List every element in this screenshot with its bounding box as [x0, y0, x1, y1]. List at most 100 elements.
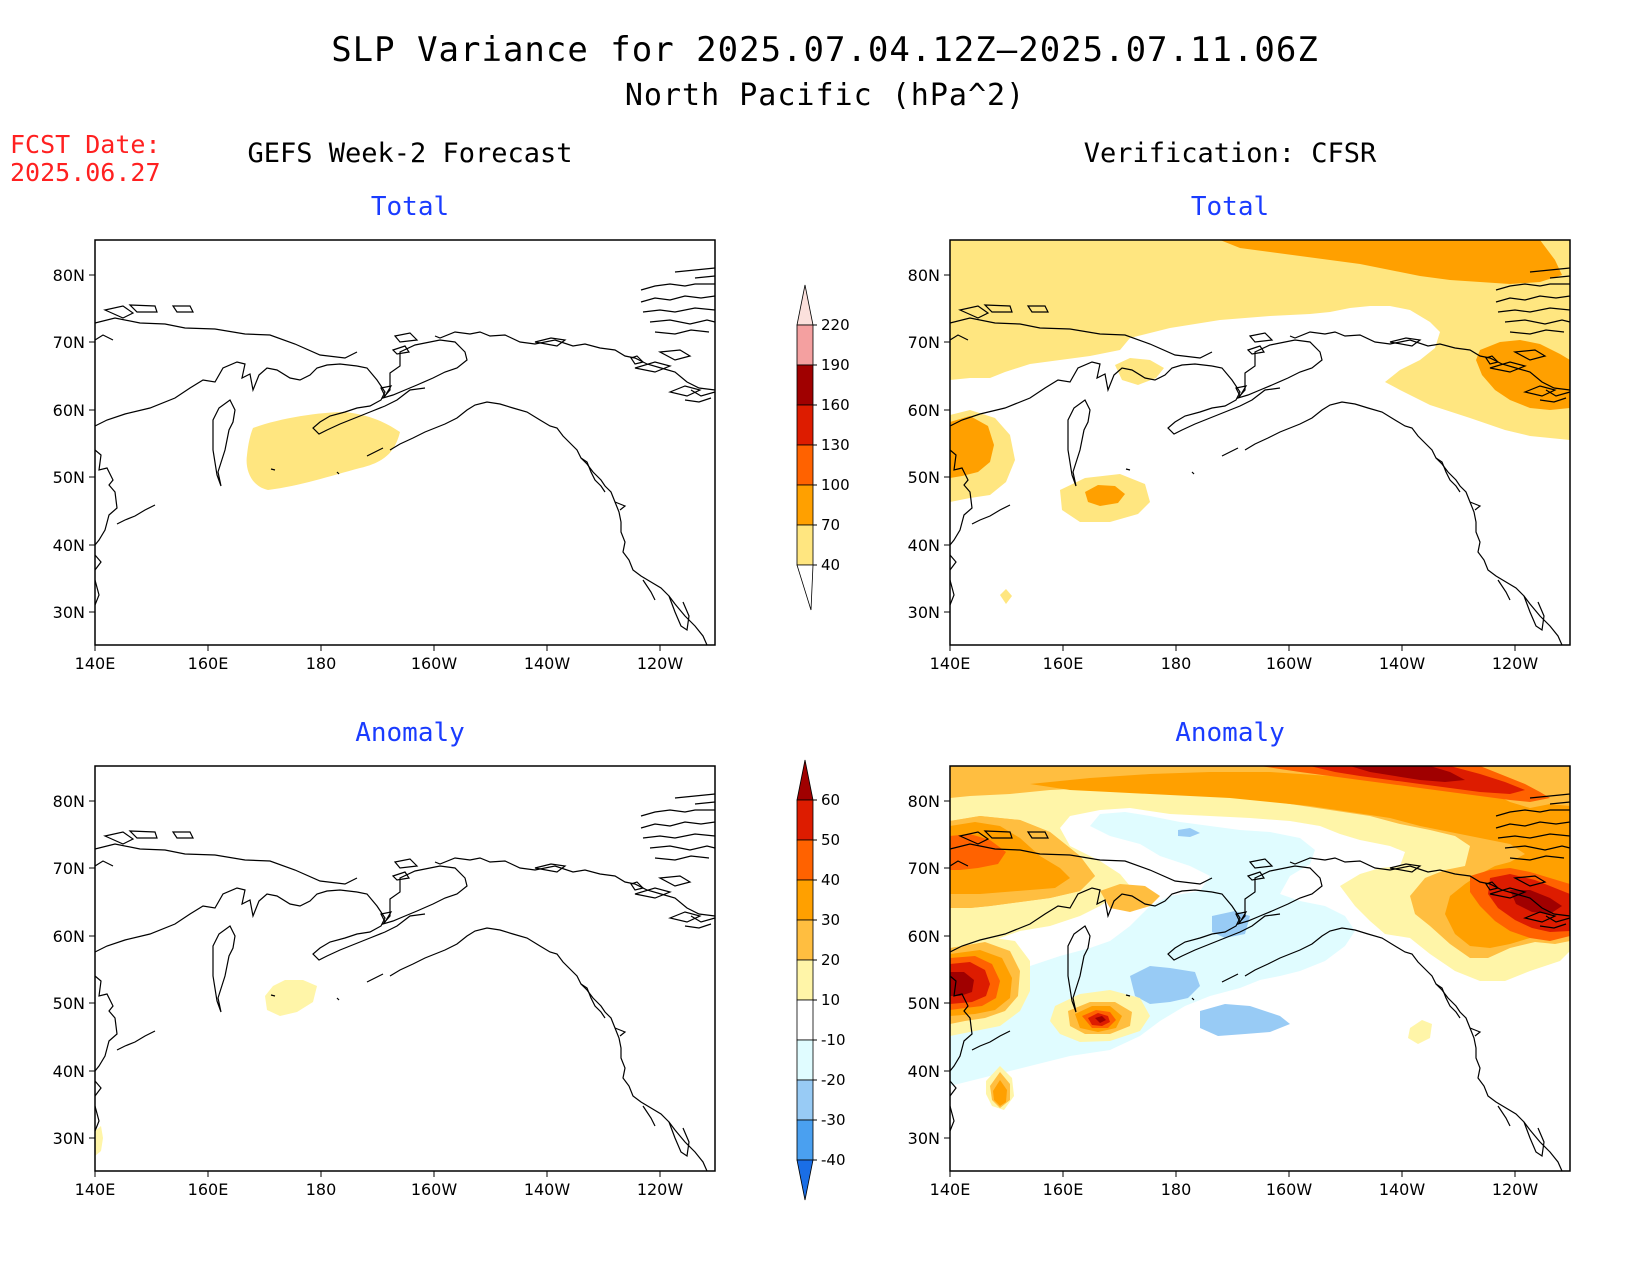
verification-total-lat-tick-label: 30N	[908, 603, 940, 622]
forecast-anomaly-lon-tick-label: 160E	[188, 1180, 229, 1199]
verification-total-lon-tick-label: 160E	[1043, 654, 1084, 673]
colorbar-total-label: 160	[821, 396, 850, 414]
verification-anomaly-red-north	[1310, 766, 1525, 794]
colorbar-anomaly-box	[796, 839, 814, 881]
colorbar-total-box	[796, 444, 814, 486]
colorbar-total-label: 70	[821, 516, 840, 534]
verification-anomaly-lat-tick-label: 40N	[908, 1062, 940, 1081]
verification-total-lon-tick-label: 140W	[1379, 654, 1426, 673]
verification-total-label: Total	[1190, 192, 1270, 222]
verification-anomaly-orange-dot	[993, 1080, 1007, 1106]
colorbar-anomaly: 60 50 40 30 20 10 -10 -20 -30 -40	[796, 759, 846, 1201]
colorbar-total-box	[796, 524, 814, 566]
forecast-anomaly-lat-tick-label: 50N	[53, 994, 85, 1013]
forecast-total-lat-tick-label: 30N	[53, 603, 85, 622]
forecast-total-lon-tick-label: 120W	[637, 654, 684, 673]
verification-anomaly-lat-tick-label: 80N	[908, 792, 940, 811]
verification-anomaly-label: Anomaly	[1175, 718, 1285, 748]
forecast-anomaly-label: Anomaly	[355, 718, 465, 748]
colorbar-anomaly-label: 10	[821, 991, 840, 1009]
forecast-anomaly-lon-tick-label: 140W	[524, 1180, 571, 1199]
colorbar-anomaly-box	[796, 959, 814, 1001]
verification-anomaly-lat-tick-label: 30N	[908, 1129, 940, 1148]
forecast-anomaly-lon-tick-label: 160W	[411, 1180, 458, 1199]
forecast-anomaly-lat-tick-label: 40N	[53, 1062, 85, 1081]
left-column-title: GEFS Week-2 Forecast	[247, 138, 573, 169]
verification-anomaly-orange-north	[1030, 772, 1570, 948]
forecast-total-lon-tick-label: 140W	[524, 654, 571, 673]
forecast-anomaly-lat-tick-label: 60N	[53, 927, 85, 946]
forecast-total-lon-tick-label: 140E	[75, 654, 116, 673]
verification-total-panel	[949, 239, 1571, 646]
colorbar-anomaly-bottom-triangle	[796, 1159, 814, 1201]
colorbar-anomaly-label: 30	[821, 911, 840, 929]
forecast-total-lat-tick-label: 50N	[53, 468, 85, 487]
forecast-total-lat-tick-label: 80N	[53, 266, 85, 285]
colorbar-anomaly-label: -30	[821, 1111, 846, 1129]
forecast-total-lat-tick-label: 40N	[53, 536, 85, 555]
verification-total-yellow-north	[950, 240, 1570, 440]
forecast-total-yellow-fill	[246, 412, 400, 490]
verification-anomaly-lon-tick-label: 140E	[930, 1180, 971, 1199]
forecast-anomaly-pale-yellow-blob	[265, 980, 317, 1016]
colorbar-anomaly-label: 20	[821, 951, 840, 969]
verification-anomaly-light-blue-1	[1130, 966, 1200, 1004]
verification-total-lat-tick-label: 50N	[908, 468, 940, 487]
colorbar-total-box	[796, 484, 814, 526]
colorbar-anomaly-box	[796, 1119, 814, 1161]
verification-total-lat-tick-label: 40N	[908, 536, 940, 555]
forecast-anomaly-lon-tick-label: 180	[306, 1180, 337, 1199]
forecast-total-lon-tick-label: 160W	[411, 654, 458, 673]
forecast-anomaly-lon-tick-label: 120W	[637, 1180, 684, 1199]
verification-anomaly-lon-tick-label: 140W	[1379, 1180, 1426, 1199]
colorbar-total-top-triangle	[796, 284, 814, 326]
colorbar-total-label: 220	[821, 316, 850, 334]
verification-anomaly-dark-orange-west-north	[950, 834, 1006, 870]
colorbar-anomaly-label: -40	[821, 1151, 846, 1169]
verification-anomaly-lon-tick-label: 120W	[1492, 1180, 1539, 1199]
verification-anomaly-lat-tick-label: 60N	[908, 927, 940, 946]
colorbar-total-label: 100	[821, 476, 850, 494]
verification-anomaly-lon-tick-label: 160W	[1266, 1180, 1313, 1199]
verification-anomaly-light-orange-blob	[1100, 884, 1160, 912]
main-subtitle: North Pacific (hPa^2)	[624, 78, 1026, 113]
fcst-date-label: FCST Date:	[10, 130, 161, 159]
forecast-anomaly-pale-yellow-edge	[95, 1126, 103, 1156]
right-column-title: Verification: CFSR	[1083, 138, 1377, 169]
verification-anomaly-light-blue-2	[1200, 1004, 1290, 1036]
forecast-anomaly-lat-tick-label: 30N	[53, 1129, 85, 1148]
colorbar-total-label: 40	[821, 556, 840, 574]
colorbar-anomaly-label: -20	[821, 1071, 846, 1089]
axis-ticks: 140E 160E 180 160W 140W 120W 80N 70N 60N 50N 40N 30…	[53, 266, 1539, 1199]
forecast-anomaly-lat-tick-label: 70N	[53, 859, 85, 878]
forecast-anomaly-lon-tick-label: 140E	[75, 1180, 116, 1199]
verification-total-orange-blob1	[1085, 485, 1125, 506]
colorbar-anomaly-label: 40	[821, 871, 840, 889]
verification-total-lat-tick-label: 70N	[908, 333, 940, 352]
forecast-total-lon-tick-label: 160E	[188, 654, 229, 673]
forecast-total-lat-tick-label: 60N	[53, 401, 85, 420]
verification-total-lon-tick-label: 120W	[1492, 654, 1539, 673]
verification-total-lon-tick-label: 180	[1161, 654, 1192, 673]
verification-anomaly-lat-tick-label: 50N	[908, 994, 940, 1013]
forecast-anomaly-frame	[94, 765, 716, 1172]
verification-anomaly-light-blue-4	[1178, 828, 1200, 837]
colorbar-total-box	[796, 404, 814, 446]
verification-total-yellow-blob2	[1115, 358, 1164, 385]
verification-total-yellow-dot	[1000, 589, 1012, 604]
forecast-anomaly-panel	[94, 765, 716, 1172]
verification-anomaly-dark-red-west	[950, 972, 974, 996]
colorbar-anomaly-box	[796, 1079, 814, 1121]
colorbar-total-label: 190	[821, 356, 850, 374]
verification-anomaly-dark-red-north	[1350, 766, 1465, 782]
colorbar-anomaly-label: 50	[821, 831, 840, 849]
colorbar-anomaly-box	[796, 799, 814, 841]
verification-anomaly-pale-yellow-dot1	[1408, 1020, 1432, 1044]
colorbar-anomaly-box	[796, 1039, 814, 1081]
forecast-total-frame	[94, 239, 716, 646]
forecast-anomaly-lat-tick-label: 80N	[53, 792, 85, 811]
verification-anomaly-lon-tick-label: 180	[1161, 1180, 1192, 1199]
colorbar-anomaly-label: -10	[821, 1031, 846, 1049]
main-title: SLP Variance for 2025.07.04.12Z–2025.07.…	[331, 30, 1319, 70]
